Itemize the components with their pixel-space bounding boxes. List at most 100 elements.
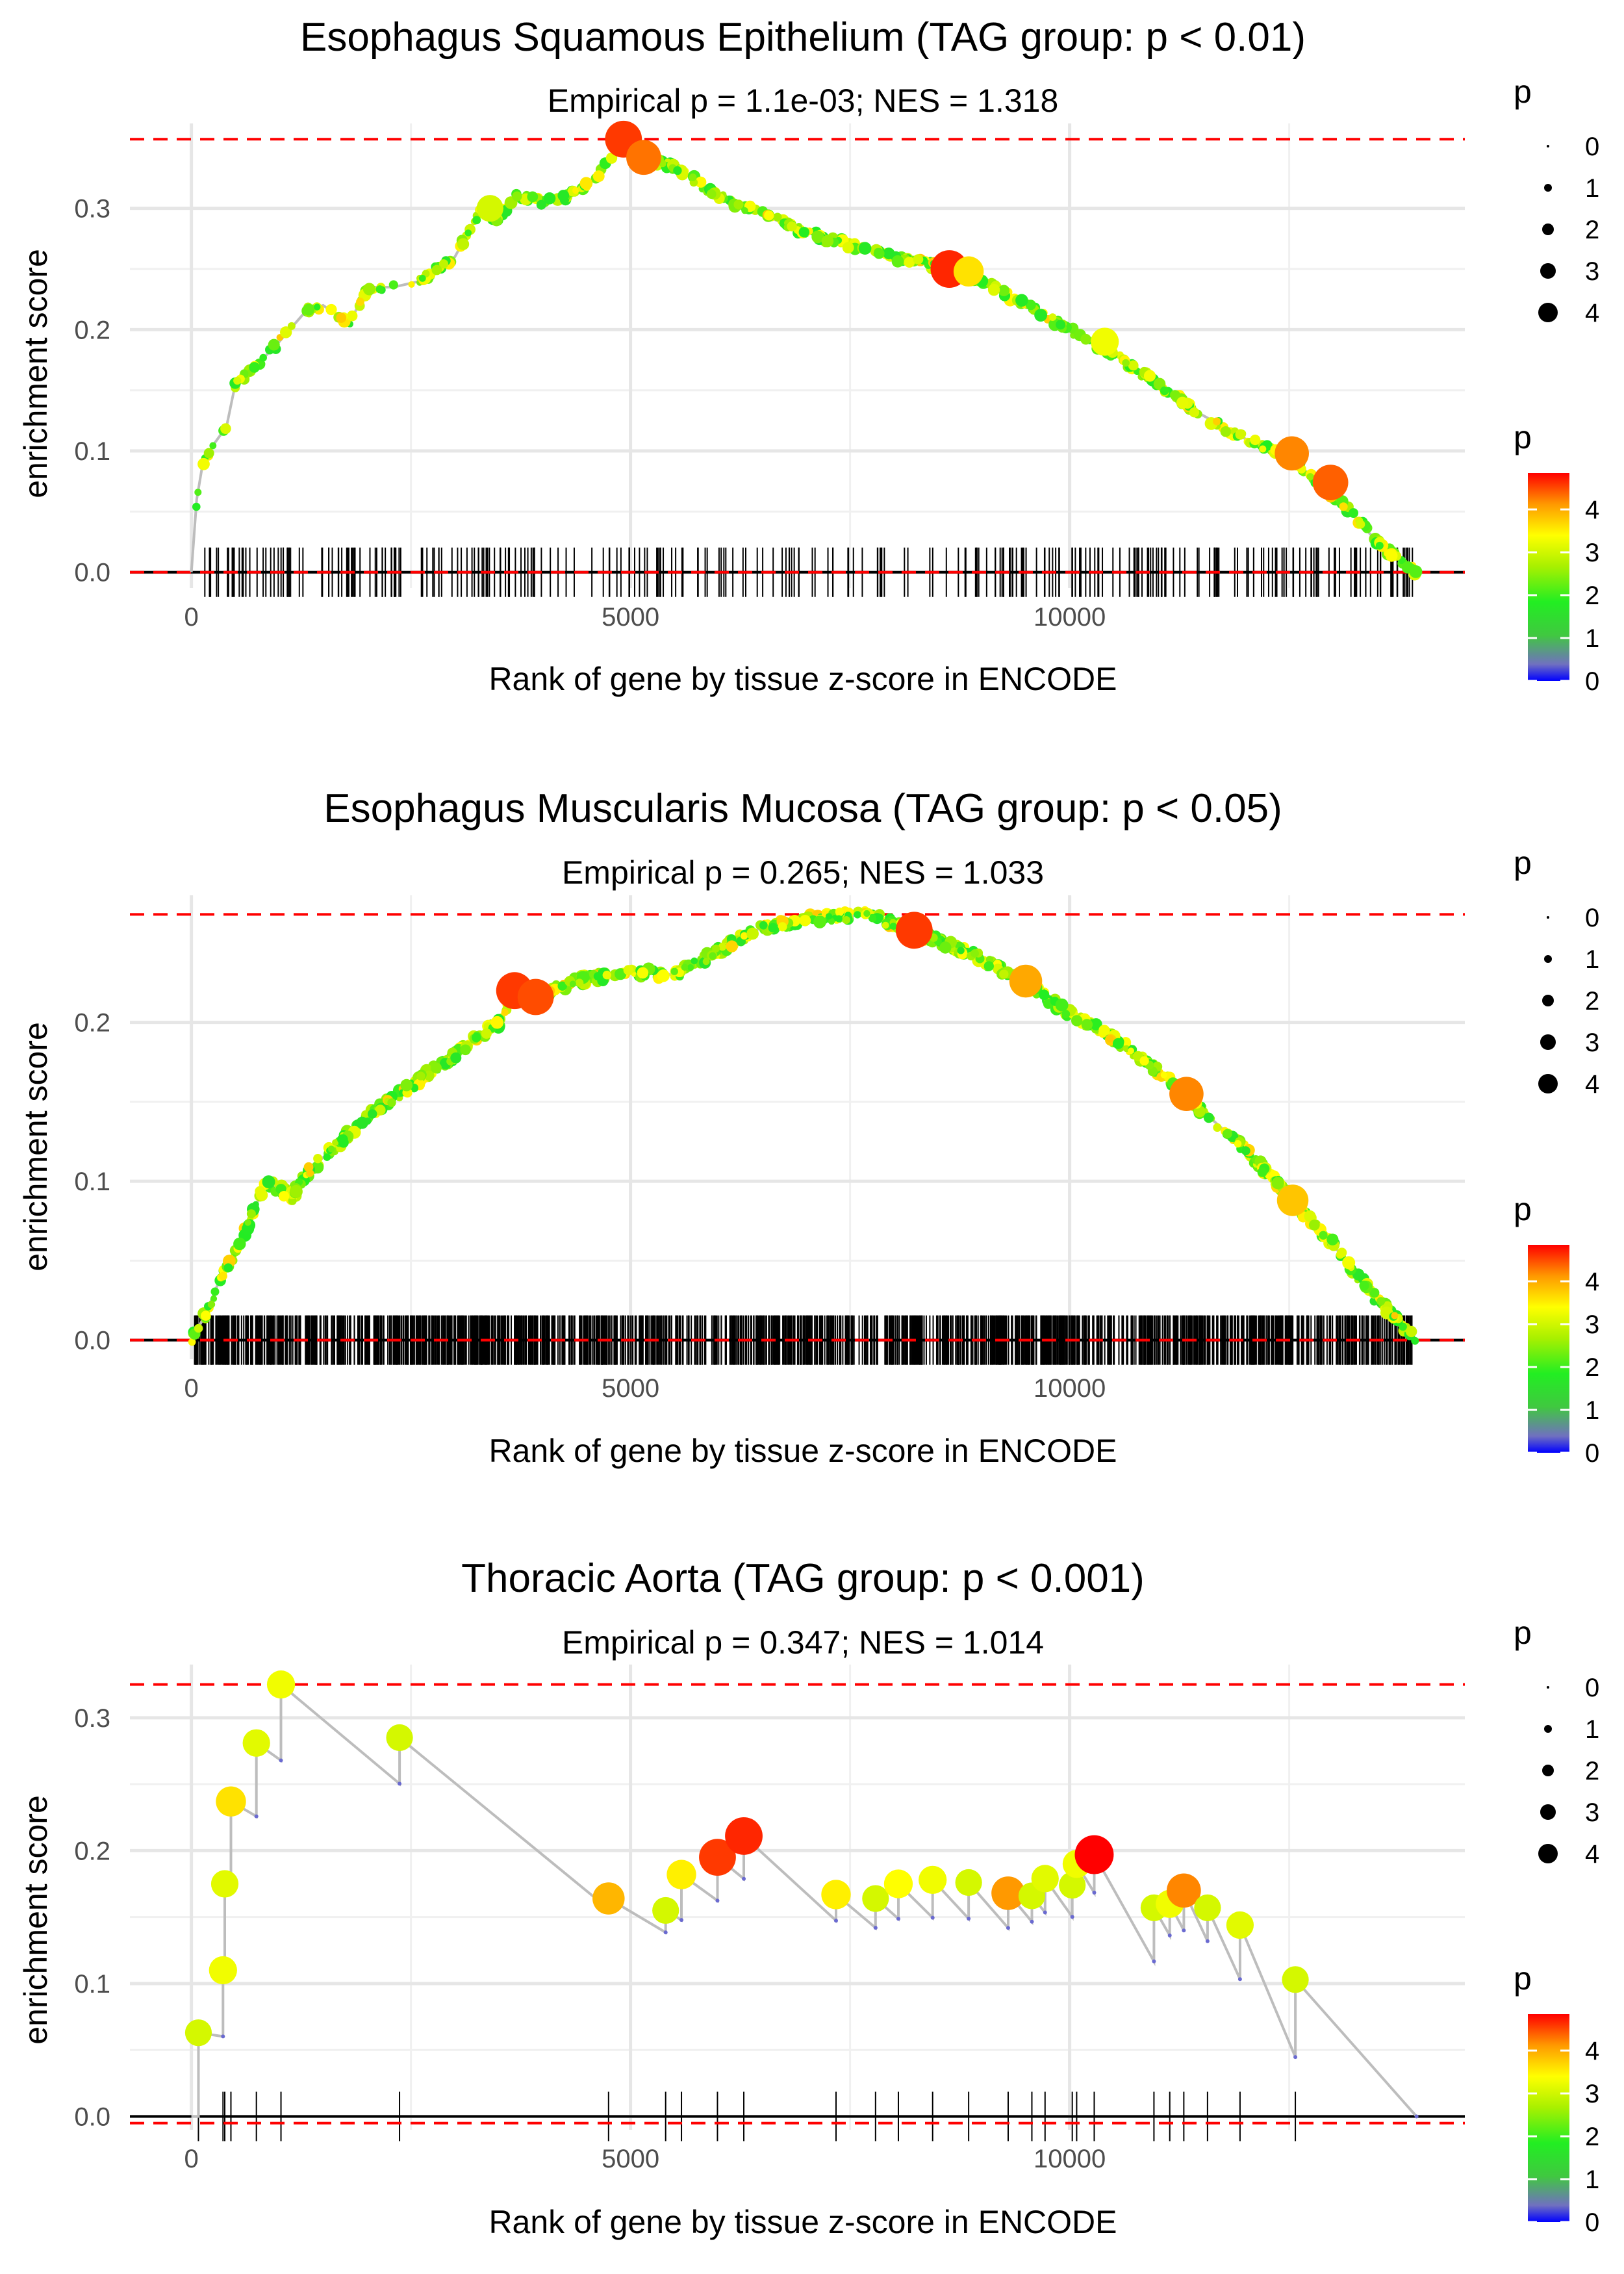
- gene-point: [280, 326, 292, 339]
- grid: [130, 895, 1465, 1359]
- legend-size-key: [1547, 1686, 1549, 1689]
- legend-size-label: 4: [1585, 1070, 1599, 1099]
- gene-point: [913, 254, 924, 264]
- gene-point: [709, 952, 717, 960]
- x-tick-label: 5000: [602, 603, 659, 632]
- x-tick-label: 0: [184, 603, 199, 632]
- gene-point: [1385, 550, 1398, 562]
- gene-point: [302, 303, 315, 316]
- gene-point: [1337, 1247, 1347, 1258]
- legend-size-label: 2: [1585, 1757, 1599, 1785]
- gene-point: [450, 1052, 462, 1064]
- legend-size-key: [1538, 1074, 1558, 1093]
- hit-point: [1031, 1865, 1059, 1893]
- gene-point: [811, 230, 824, 244]
- gene-point: [858, 242, 872, 255]
- gene-point: [854, 911, 861, 919]
- chart-subtitle: Empirical p = 0.347; NES = 1.014: [562, 1624, 1044, 1661]
- gene-point: [543, 192, 556, 205]
- trough-point: [896, 1917, 900, 1921]
- gene-point: [828, 918, 835, 925]
- gene-point: [278, 1191, 290, 1202]
- trough-point: [279, 1758, 283, 1763]
- gene-point: [746, 927, 759, 940]
- colorbar: [1528, 2014, 1569, 2222]
- gene-point: [1080, 333, 1091, 345]
- legend-size-label: 0: [1585, 1674, 1599, 1702]
- gene-point: [332, 1139, 339, 1146]
- y-tick-label: 0.1: [74, 437, 110, 466]
- gene-point: [361, 1110, 370, 1119]
- legend-size-key: [1544, 955, 1552, 963]
- trough-point: [1030, 1919, 1034, 1924]
- gene-point: [799, 915, 811, 926]
- gene-point: [1271, 1177, 1284, 1190]
- legend-size: p 0 1 2 3 4: [1514, 845, 1599, 1099]
- gene-point: [1406, 1325, 1417, 1338]
- trough-point: [873, 1926, 878, 1930]
- gene-point: [983, 961, 995, 971]
- legend-size-key: [1542, 995, 1554, 1006]
- gene-point: [681, 964, 689, 971]
- legend-color-title: p: [1514, 1191, 1532, 1227]
- gene-point: [1356, 520, 1365, 529]
- gene-point: [1339, 502, 1348, 511]
- x-tick-label: 5000: [602, 1374, 659, 1403]
- chart-subtitle: Empirical p = 1.1e-03; NES = 1.318: [548, 83, 1059, 119]
- gene-point: [356, 1116, 368, 1129]
- gene-point: [904, 257, 915, 268]
- trough-point: [1006, 1926, 1010, 1930]
- gene-point: [939, 941, 952, 954]
- legend-size-key: [1544, 1725, 1552, 1733]
- legend-color-label: 4: [1585, 2037, 1599, 2065]
- gene-point: [457, 238, 470, 250]
- legend-size-label: 0: [1585, 133, 1599, 161]
- gene-point: [1411, 1336, 1419, 1345]
- gene-point: [1139, 1056, 1149, 1066]
- gene-point: [835, 915, 843, 923]
- hit-point: [919, 1865, 947, 1895]
- gene-point: [336, 313, 347, 323]
- hit-point: [1167, 1873, 1201, 1908]
- gene-point: [1128, 1047, 1134, 1054]
- hit-point: [1009, 964, 1043, 998]
- legend-size-title: p: [1514, 845, 1532, 881]
- y-tick-label: 0.2: [74, 316, 110, 344]
- legend-size-key: [1540, 1034, 1556, 1050]
- legend-color-label: 1: [1585, 1396, 1599, 1425]
- hit-point: [1194, 1894, 1221, 1921]
- gene-point: [527, 191, 539, 203]
- gene-point: [1176, 396, 1189, 409]
- gene-point: [718, 942, 727, 951]
- legend-color-label: 0: [1585, 1439, 1599, 1468]
- gene-point: [242, 1222, 255, 1235]
- gene-point: [733, 199, 744, 210]
- gene-point: [207, 1300, 216, 1309]
- gene-point: [592, 170, 605, 183]
- gene-point: [569, 980, 577, 988]
- gene-point: [367, 1109, 377, 1119]
- legend-size-label: 2: [1585, 216, 1599, 244]
- gene-point: [375, 1105, 386, 1116]
- gene-point: [255, 1189, 268, 1201]
- gene-point: [1025, 300, 1036, 311]
- gene-point: [1391, 1312, 1399, 1320]
- y-ticks: 0.0 0.1 0.2: [74, 1009, 110, 1355]
- gene-point: [1112, 1038, 1124, 1049]
- legend-size-key: [1540, 1804, 1556, 1820]
- gene-point: [192, 502, 201, 511]
- hit-point: [626, 140, 661, 175]
- gene-point: [327, 1145, 335, 1153]
- hit-point: [1091, 327, 1119, 356]
- gene-point: [323, 1153, 331, 1161]
- gene-point: [971, 949, 979, 958]
- gene-point: [813, 915, 826, 928]
- gene-point: [1220, 426, 1232, 437]
- enrichment-curve: [188, 906, 1419, 1346]
- gene-point: [1056, 320, 1066, 330]
- gene-point: [657, 969, 670, 982]
- gene-point: [798, 227, 810, 238]
- panel-thoracic-aorta: Thoracic Aorta (TAG group: p < 0.001) Em…: [18, 1556, 1599, 2240]
- gene-point: [1306, 473, 1314, 481]
- gene-point: [987, 283, 1000, 296]
